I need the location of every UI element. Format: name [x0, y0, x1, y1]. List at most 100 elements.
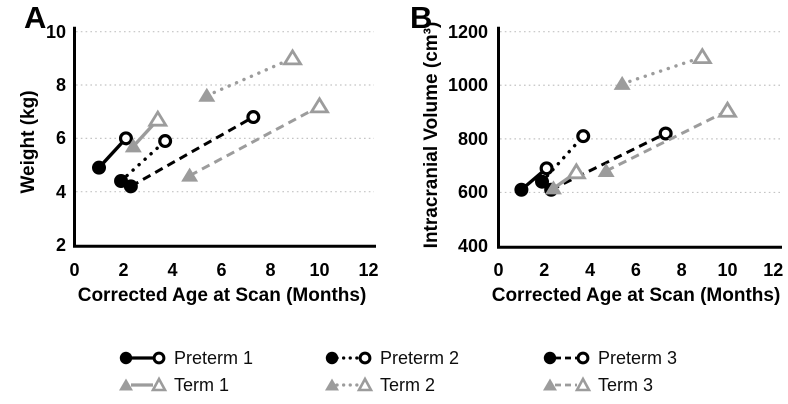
legend-swatch-preterm-3: [543, 351, 590, 365]
marker-open-circle: [358, 351, 372, 365]
panel-a-ytick-6: 6: [55, 128, 66, 149]
panel-a-ytick-2: 2: [55, 235, 66, 255]
marker-filled-circle: [543, 351, 557, 365]
marker-filled-circle: [92, 160, 106, 175]
series-term-1: [124, 109, 169, 153]
panel-a-ytick-8: 8: [55, 75, 66, 96]
marker-open-triangle: [150, 376, 168, 392]
panel-b-ytick-400: 400: [457, 236, 488, 256]
legend-item-preterm-3: Preterm 3: [542, 347, 677, 369]
marker-open-circle: [158, 134, 173, 149]
gridlines: [76, 31, 374, 193]
series-line: [550, 132, 667, 192]
legend-swatch-term-1: [119, 376, 168, 392]
panel-a-xtick-6: 6: [216, 260, 227, 280]
panel-b-xtick-2: 2: [539, 260, 550, 280]
marker-filled-triangle: [613, 75, 631, 90]
marker-open-triangle: [716, 100, 739, 118]
series-preterm-2: [114, 134, 173, 189]
marker-filled-circle: [514, 182, 529, 197]
legend-label: Term 2: [380, 375, 436, 395]
panel-b-label: B: [410, 0, 433, 35]
panel-b-xtick-6: 6: [630, 260, 641, 280]
legend-item-term-2: Term 2: [324, 374, 435, 396]
panel-b-ytick-800: 800: [457, 128, 488, 149]
panel-b-xtick-8: 8: [676, 260, 687, 280]
series-line: [119, 139, 167, 183]
series-term-1: [544, 162, 587, 195]
series-term-3: [597, 100, 739, 177]
marker-filled-circle: [119, 351, 133, 365]
legend-swatch-preterm-2: [325, 351, 372, 365]
panel-a-ytick-10: 10: [45, 21, 66, 42]
panel-b-plot-area: [497, 26, 782, 249]
series-term-2: [198, 48, 304, 102]
panel-b-xtick-10: 10: [717, 260, 738, 280]
legend-label: Preterm 1: [174, 348, 254, 368]
legend-item-term-3: Term 3: [542, 374, 653, 396]
series-line: [205, 56, 295, 98]
marker-open-circle: [576, 129, 591, 144]
panel-b-ytick-1000: 1000: [447, 75, 488, 96]
series-preterm-2: [535, 129, 591, 189]
marker-open-circle: [539, 161, 554, 176]
legend-item-preterm-2: Preterm 2: [324, 347, 459, 369]
gridlines: [500, 31, 780, 194]
series-line: [605, 109, 729, 173]
series-preterm-3: [123, 110, 261, 194]
panel-a-xtick-0: 0: [69, 260, 80, 280]
panel-a-plot-area: [73, 26, 376, 248]
series-line: [130, 115, 255, 188]
panel-b-x-axis-title: Corrected Age at Scan (Months): [491, 285, 781, 306]
panel-a-xtick-2: 2: [118, 260, 129, 280]
panel-a-xtick-8: 8: [265, 260, 276, 280]
marker-open-circle: [576, 351, 590, 365]
legend-swatch-preterm-1: [119, 351, 166, 365]
panel-a-xtick-10: 10: [309, 260, 330, 280]
panel-a-xtick-4: 4: [167, 260, 178, 280]
panel-b-xtick-4: 4: [585, 260, 596, 280]
panel-a-x-axis-title: Corrected Age at Scan (Months): [77, 285, 367, 306]
panel-b-xtick-12: 12: [763, 260, 784, 280]
series-line: [620, 55, 705, 86]
legend-label: Term 1: [174, 375, 230, 395]
marker-open-triangle: [308, 96, 331, 114]
legend-label: Preterm 2: [380, 348, 460, 368]
marker-open-triangle: [282, 48, 304, 66]
marker-open-triangle: [691, 46, 713, 65]
series-term-3: [181, 96, 331, 182]
marker-open-circle: [152, 351, 166, 365]
legend-label: Preterm 3: [598, 348, 678, 368]
marker-open-triangle: [574, 376, 592, 392]
marker-open-triangle: [356, 376, 374, 392]
panel-a-ytick-4: 4: [55, 181, 66, 202]
panel-b-ytick-600: 600: [457, 182, 488, 203]
marker-open-circle: [658, 126, 673, 141]
marker-filled-triangle: [543, 378, 557, 391]
legend-swatch-term-2: [325, 376, 374, 392]
series-term-2: [613, 46, 713, 90]
marker-filled-circle: [123, 179, 138, 194]
panel-b-ytick-1200: 1200: [447, 21, 488, 42]
legend-swatch-term-3: [543, 376, 592, 392]
panel-a-xtick-12: 12: [358, 260, 379, 280]
marker-filled-triangle: [119, 378, 133, 391]
legend-label: Term 3: [598, 375, 654, 395]
marker-filled-triangle: [325, 378, 339, 391]
marker-filled-triangle: [544, 180, 562, 195]
marker-filled-circle: [325, 351, 339, 365]
marker-open-triangle: [147, 109, 169, 127]
marker-open-circle: [118, 131, 133, 146]
series-line: [188, 105, 321, 178]
marker-filled-circle: [535, 174, 550, 189]
series-line: [540, 134, 585, 184]
marker-open-triangle: [565, 162, 587, 180]
marker-filled-triangle: [124, 138, 142, 153]
series-preterm-1: [92, 131, 133, 175]
marker-filled-triangle: [597, 162, 615, 177]
marker-filled-triangle: [198, 87, 216, 102]
legend-item-term-1: Term 1: [118, 374, 229, 396]
legend-item-preterm-1: Preterm 1: [118, 347, 253, 369]
panel-b-xtick-0: 0: [493, 260, 504, 280]
